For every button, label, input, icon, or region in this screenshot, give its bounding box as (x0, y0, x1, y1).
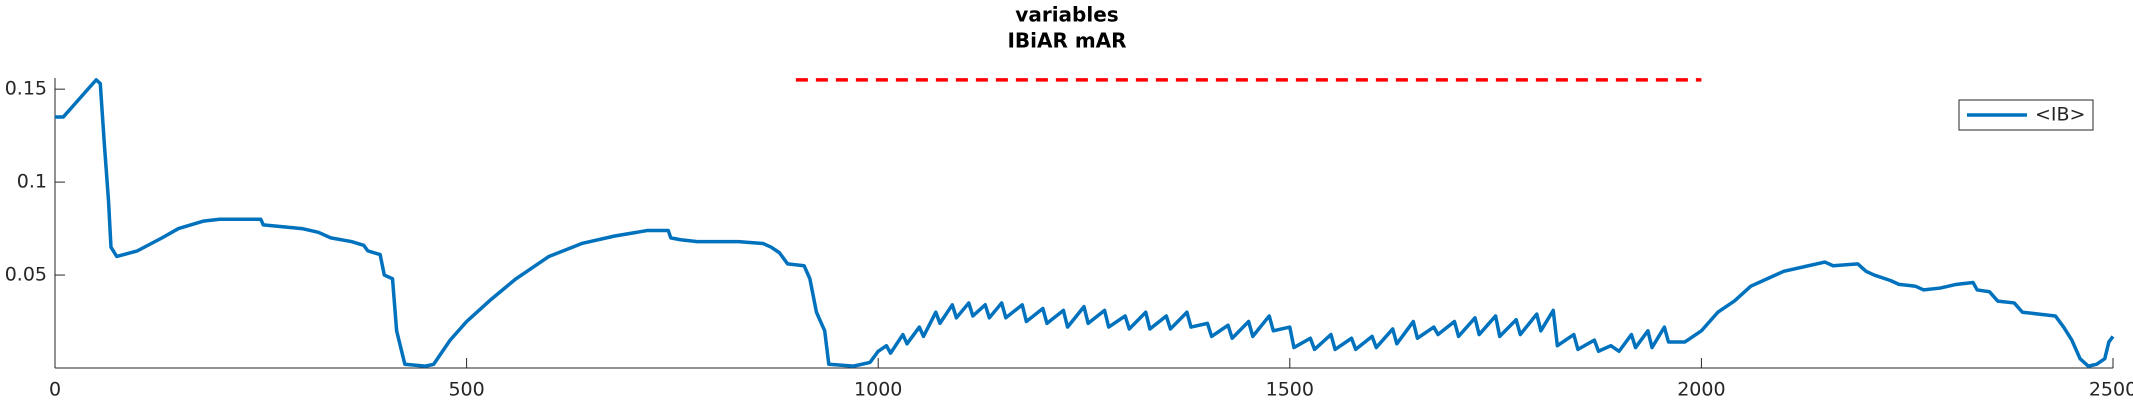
x-tick-label: 500 (448, 379, 484, 400)
data-line (55, 78, 2115, 368)
legend-label: <IB> (2035, 104, 2085, 126)
chart-title: variables (1015, 3, 1118, 27)
x-tick-label: 2500 (2089, 379, 2133, 400)
y-tick-label: 0.1 (17, 171, 47, 193)
y-tick-label: 0.05 (5, 264, 47, 286)
chart-subtitle: IBiAR mAR (1007, 29, 1126, 53)
y-tick-label: 0.15 (5, 78, 47, 100)
x-tick-label: 0 (49, 379, 61, 400)
x-tick-label: 2000 (1677, 379, 1725, 400)
x-tick-label: 1500 (1266, 379, 1314, 400)
x-tick-label: 1000 (854, 379, 902, 400)
